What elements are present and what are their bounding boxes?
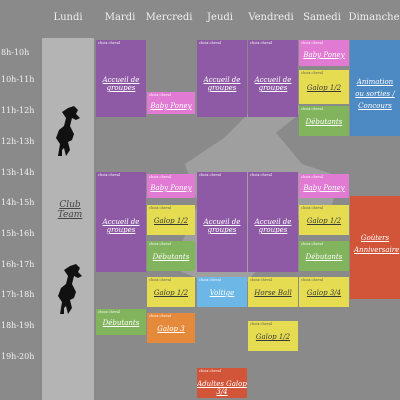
- event-label: Voltige: [209, 289, 235, 297]
- event-jeudi-voltige[interactable]: choix cheval Voltige: [197, 277, 247, 307]
- choix-cheval-note: choix cheval: [98, 310, 120, 314]
- event-jeudi-accueil-groupes[interactable]: choix cheval Accueil de groupes: [197, 40, 247, 117]
- choix-cheval-note: choix cheval: [301, 107, 323, 111]
- event-vendredi-horse-ball[interactable]: choix cheval Horse Ball: [248, 277, 298, 307]
- day-header-jeudi: Jeudi: [207, 12, 233, 23]
- event-mardi-accueil-groupes-pm[interactable]: choix cheval Accueil de groupes: [96, 172, 146, 272]
- event-samedi-galop-1-2-pm[interactable]: choix cheval Galop 1/2: [299, 205, 349, 235]
- day-header-vendredi: Vendredi: [248, 12, 294, 23]
- event-label: Galop 3/4: [306, 289, 342, 297]
- event-mardi-accueil-groupes[interactable]: choix cheval Accueil de groupes: [96, 40, 146, 117]
- choix-cheval-note: choix cheval: [149, 206, 171, 210]
- event-label: Baby Poney: [303, 184, 345, 192]
- time-label: 10h-11h: [1, 75, 35, 84]
- choix-cheval-note: choix cheval: [301, 71, 323, 75]
- choix-cheval-note: choix cheval: [250, 322, 272, 326]
- choix-cheval-note: choix cheval: [199, 278, 221, 282]
- choix-cheval-note: choix cheval: [301, 206, 323, 210]
- event-samedi-baby-poney-pm[interactable]: choix cheval Baby Poney: [299, 174, 349, 198]
- event-label: Accueil de groupes: [102, 76, 140, 92]
- event-mercredi-baby-poney-pm[interactable]: choix cheval Baby Poney: [147, 174, 195, 198]
- choix-cheval-note: choix cheval: [301, 278, 323, 282]
- event-label: Galop 3: [157, 325, 185, 333]
- event-label: Accueil de groupes: [203, 76, 241, 92]
- choix-cheval-note: choix cheval: [250, 173, 272, 177]
- event-label: Horse Ball: [254, 289, 292, 297]
- event-label: Accueil de groupes: [254, 218, 292, 234]
- event-vendredi-galop-1-2[interactable]: choix cheval Galop 1/2: [248, 321, 298, 351]
- horse-silhouette-icon: [58, 264, 82, 314]
- event-mardi-debutants[interactable]: choix cheval Débutants: [96, 309, 146, 335]
- time-label: 11h-12h: [1, 106, 35, 115]
- event-samedi-galop-3-4[interactable]: choix cheval Galop 3/4: [299, 277, 349, 307]
- club-team-label: Club Team: [57, 200, 83, 220]
- event-mercredi-galop-1-2[interactable]: choix cheval Galop 1/2: [147, 205, 195, 235]
- event-label: Débutants: [305, 253, 343, 261]
- event-mercredi-debutants[interactable]: choix cheval Débutants: [147, 241, 195, 271]
- event-mercredi-galop-3[interactable]: choix cheval Galop 3: [147, 313, 195, 343]
- event-label: Accueil de groupes: [203, 218, 241, 234]
- lundi-column: [42, 38, 94, 400]
- event-label: Galop 1/2: [153, 217, 189, 225]
- day-header-dimanche: Dimanche: [348, 12, 400, 23]
- event-label: Galop 1/2: [306, 84, 342, 92]
- event-mercredi-baby-poney[interactable]: choix cheval Baby Poney: [147, 92, 195, 114]
- event-label: Baby Poney: [150, 102, 192, 110]
- event-label: Accueil de groupes: [102, 218, 140, 234]
- event-mercredi-galop-1-2-b[interactable]: choix cheval Galop 1/2: [147, 277, 195, 307]
- day-header-samedi: Samedi: [303, 12, 341, 23]
- time-label: 16h-17h: [1, 260, 35, 269]
- time-label: 18h-19h: [1, 321, 35, 330]
- event-samedi-debutants[interactable]: choix cheval Débutants: [299, 106, 349, 136]
- event-label: Débutants: [305, 118, 343, 126]
- event-dimanche-animation[interactable]: Animation ou sorties / Concours: [350, 40, 400, 136]
- day-header-mercredi: Mercredi: [145, 12, 193, 23]
- event-samedi-galop-1-2[interactable]: choix cheval Galop 1/2: [299, 70, 349, 104]
- choix-cheval-note: choix cheval: [301, 41, 323, 45]
- event-samedi-baby-poney[interactable]: choix cheval Baby Poney: [299, 40, 349, 66]
- event-label: Baby Poney: [150, 184, 192, 192]
- choix-cheval-note: choix cheval: [149, 278, 171, 282]
- choix-cheval-note: choix cheval: [149, 242, 171, 246]
- event-vendredi-accueil-groupes[interactable]: choix cheval Accueil de groupes: [248, 40, 298, 117]
- time-label: 12h-13h: [1, 137, 35, 146]
- event-label: Galop 1/2: [153, 289, 189, 297]
- choix-cheval-note: choix cheval: [250, 41, 272, 45]
- choix-cheval-note: choix cheval: [149, 175, 171, 179]
- time-label: 15h-16h: [1, 229, 35, 238]
- choix-cheval-note: choix cheval: [301, 242, 323, 246]
- choix-cheval-note: choix cheval: [98, 173, 120, 177]
- choix-cheval-note: choix cheval: [199, 41, 221, 45]
- choix-cheval-note: choix cheval: [199, 173, 221, 177]
- time-label: 14h-15h: [1, 198, 35, 207]
- choix-cheval-note: choix cheval: [149, 314, 171, 318]
- event-label: Animation ou sorties / Concours: [355, 78, 395, 110]
- event-label: Galop 1/2: [306, 217, 342, 225]
- event-dimanche-gouters-anniversaire[interactable]: Goûters Anniversaire: [350, 196, 400, 299]
- event-label: Accueil de groupes: [254, 76, 292, 92]
- time-label: 17h-18h: [1, 290, 35, 299]
- time-label: 8h-10h: [1, 48, 30, 57]
- event-label: Baby Poney: [303, 51, 345, 59]
- choix-cheval-note: choix cheval: [301, 175, 323, 179]
- choix-cheval-note: choix cheval: [149, 93, 171, 97]
- horse-silhouette-icon: [56, 106, 80, 156]
- choix-cheval-note: choix cheval: [250, 278, 272, 282]
- event-jeudi-accueil-groupes-pm[interactable]: choix cheval Accueil de groupes: [197, 172, 247, 272]
- choix-cheval-note: choix cheval: [98, 41, 120, 45]
- event-samedi-debutants-pm[interactable]: choix cheval Débutants: [299, 241, 349, 271]
- choix-cheval-note: choix cheval: [199, 369, 221, 373]
- event-vendredi-accueil-groupes-pm[interactable]: choix cheval Accueil de groupes: [248, 172, 298, 272]
- day-header-mardi: Mardi: [104, 12, 136, 23]
- time-label: 19h-20h: [1, 352, 35, 361]
- event-label: Débutants: [102, 319, 140, 327]
- day-header-lundi: Lundi: [53, 12, 83, 23]
- event-jeudi-adultes-galop-3-4[interactable]: choix cheval Adultes Galop 3/4: [197, 368, 247, 398]
- event-label: Galop 1/2: [255, 333, 291, 341]
- event-label: Débutants: [152, 253, 190, 261]
- time-label: 13h-14h: [1, 168, 35, 177]
- event-label: Goûters Anniversaire: [354, 234, 400, 254]
- event-label: Adultes Galop 3/4: [197, 380, 247, 396]
